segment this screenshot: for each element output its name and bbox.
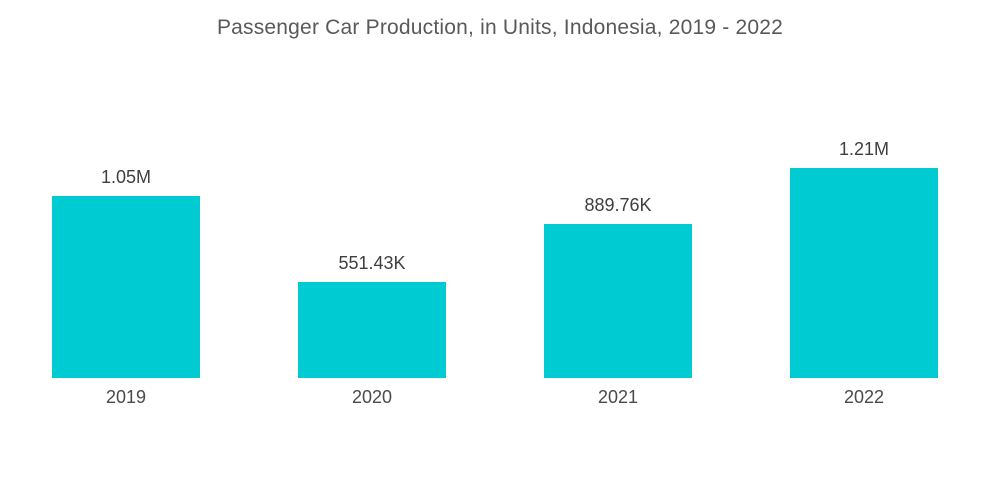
x-axis-label: 2019 (105, 387, 147, 407)
value-label: 551.43K (338, 253, 406, 273)
bar (52, 196, 200, 378)
bar (544, 224, 692, 378)
value-label: 889.76K (584, 195, 652, 215)
bar-group-2022: 1.21M 2022 (741, 139, 987, 406)
value-label: 1.05M (100, 167, 152, 187)
bar-group-2019: 1.05M 2019 (3, 167, 249, 406)
x-axis-label: 2021 (597, 387, 639, 407)
value-label: 1.21M (838, 139, 890, 159)
x-axis-label: 2020 (351, 387, 393, 407)
bar-group-2021: 889.76K 2021 (495, 195, 741, 406)
chart-title: Passenger Car Production, in Units, Indo… (216, 16, 784, 39)
bar-group-2020: 551.43K 2020 (249, 253, 495, 406)
plot-area: 1.05M 2019 551.43K 2020 889.76K 2021 1.21M 2022 (3, 139, 987, 406)
bar (298, 282, 446, 378)
bar (790, 168, 938, 378)
x-axis-label: 2022 (843, 387, 885, 407)
